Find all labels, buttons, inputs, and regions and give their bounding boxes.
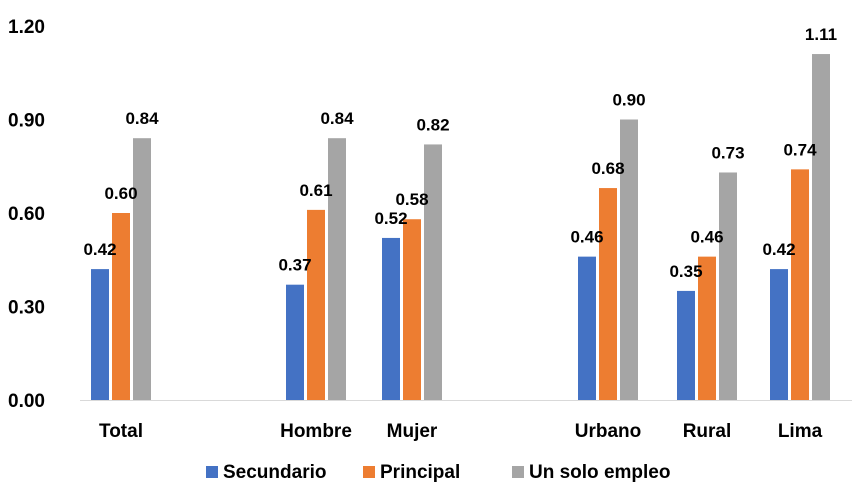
data-label: 0.82 xyxy=(416,115,449,134)
bar-un-solo-empleo xyxy=(620,119,638,400)
category-label: Mujer xyxy=(387,421,438,442)
data-label: 0.74 xyxy=(783,140,817,159)
data-label: 0.84 xyxy=(320,109,354,128)
data-label: 0.61 xyxy=(299,181,332,200)
legend-label: Un solo empleo xyxy=(529,462,670,483)
legend-label: Principal xyxy=(380,462,460,483)
bar-secundario xyxy=(578,256,596,400)
data-label: 0.52 xyxy=(374,209,407,228)
bar-un-solo-empleo xyxy=(328,138,346,400)
bar-un-solo-empleo xyxy=(719,172,737,400)
bar-secundario xyxy=(382,237,400,400)
bar-un-solo-empleo xyxy=(133,138,151,400)
data-label: 0.42 xyxy=(762,240,795,259)
data-labels: 0.42 0.37 0.52 0.46 0.35 0.42 0.60 0.61 0.58 0.68… xyxy=(83,25,837,281)
legend-swatch xyxy=(363,466,375,478)
bar-principal xyxy=(599,188,617,400)
y-tick-label: 0.60 xyxy=(8,204,45,225)
data-label: 0.84 xyxy=(125,109,159,128)
y-tick-label: 1.20 xyxy=(8,17,45,38)
bars xyxy=(91,54,830,401)
category-label: Total xyxy=(99,421,143,442)
category-labels: Total Hombre Mujer Urbano Rural Lima xyxy=(99,421,823,442)
data-label: 1.11 xyxy=(805,25,837,44)
data-label: 0.42 xyxy=(83,240,116,259)
legend-swatch xyxy=(206,466,218,478)
y-axis-ticks: 0.00 0.30 0.60 0.90 1.20 xyxy=(8,17,45,412)
bar-principal xyxy=(698,256,716,400)
category-label: Hombre xyxy=(280,421,352,442)
bar-un-solo-empleo xyxy=(424,144,442,400)
category-label: Rural xyxy=(683,421,732,442)
bar-principal xyxy=(403,219,421,400)
bar-principal xyxy=(112,213,130,400)
data-label: 0.46 xyxy=(570,228,603,247)
data-label: 0.37 xyxy=(278,256,311,275)
data-label: 0.73 xyxy=(711,143,744,162)
data-label: 0.60 xyxy=(104,184,137,203)
bar-principal xyxy=(307,209,325,400)
bar-secundario xyxy=(770,269,788,400)
data-label: 0.90 xyxy=(612,91,645,110)
legend-label: Secundario xyxy=(223,462,326,483)
y-tick-label: 0.00 xyxy=(8,391,45,412)
data-label: 0.46 xyxy=(690,228,723,247)
y-tick-label: 0.90 xyxy=(8,111,45,132)
y-tick-label: 0.30 xyxy=(8,298,45,319)
bar-principal xyxy=(791,169,809,400)
category-label: Urbano xyxy=(575,421,642,442)
bar-secundario xyxy=(677,290,695,400)
data-label: 0.68 xyxy=(591,159,624,178)
data-label: 0.58 xyxy=(395,190,428,209)
bar-un-solo-empleo xyxy=(812,54,830,401)
legend-swatch xyxy=(512,466,524,478)
legend: Secundario Principal Un solo empleo xyxy=(206,462,670,483)
bar-secundario xyxy=(91,269,109,400)
data-label: 0.35 xyxy=(669,262,702,281)
category-label: Lima xyxy=(778,421,823,442)
bar-secundario xyxy=(286,284,304,400)
